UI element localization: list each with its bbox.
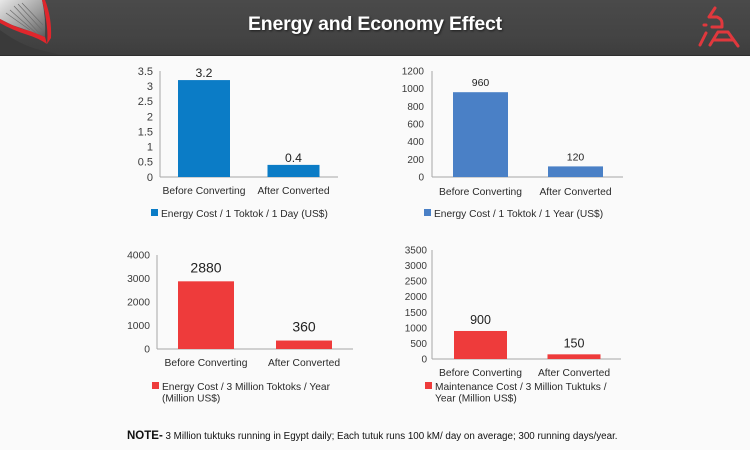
data-label: 150 — [564, 336, 585, 350]
y-tick-label: 1200 — [402, 67, 425, 78]
y-tick-label: 500 — [410, 339, 427, 350]
y-tick-label: 1500 — [405, 308, 428, 319]
bar-after-converted — [276, 340, 332, 349]
note-text: 3 Million tuktuks running in Egypt daily… — [162, 431, 618, 442]
data-label: 960 — [472, 77, 490, 89]
y-tick-label: 2000 — [405, 292, 428, 303]
bar-chart-4: 0 500 1000 1500 2000 2500 3000 3500 900 Before Co… — [405, 246, 621, 405]
y-tick-label: 200 — [407, 155, 424, 166]
footnote: NOTE- 3 Million tuktuks running in Egypt… — [127, 426, 618, 444]
legend-label: Energy Cost / 1 Toktok / 1 Year (US$) — [434, 209, 603, 220]
x-category-label: Before Converting — [163, 186, 246, 197]
bar-after-converted — [267, 164, 320, 177]
y-tick-label: 1 — [147, 142, 153, 154]
legend-label: Energy Cost / 1 Toktok / 1 Day (US$) — [161, 209, 328, 220]
legend-swatch — [151, 209, 158, 216]
y-tick-label: 3500 — [405, 246, 428, 257]
legend-swatch — [152, 382, 159, 389]
data-label: 120 — [567, 151, 585, 163]
bar-after-converted — [547, 354, 601, 359]
x-category-label: After Converted — [539, 187, 611, 198]
bar-chart-2: 0 200 400 600 800 1000 1200 960 Before Convertin… — [402, 67, 623, 220]
y-tick-label: 1000 — [402, 84, 425, 95]
y-tick-label: 3000 — [127, 274, 150, 285]
page-title: Energy and Economy Effect — [248, 13, 502, 35]
legend: Energy Cost / 3 Million Toktoks / Year(M… — [152, 382, 331, 405]
legend-label: Maintenance Cost / 3 Million Tuktuks / — [435, 382, 607, 393]
x-category-label: Before Converting — [439, 368, 522, 379]
y-tick-label: 0 — [144, 345, 150, 356]
y-tick-label: 3 — [147, 81, 153, 93]
spa-logo-icon — [698, 6, 740, 48]
x-category-label: Before Converting — [439, 187, 522, 198]
y-tick-label: 2000 — [127, 298, 150, 309]
legend: Maintenance Cost / 3 Million Tuktuks /Ye… — [425, 382, 607, 405]
bar-after-converted — [548, 166, 603, 177]
bar-chart-1: 0 0.5 1 1.5 2 2.5 3 3.5 3.2 Before Converting 0.4 A… — [138, 66, 338, 220]
data-label: 0.4 — [285, 151, 302, 165]
y-tick-label: 0.5 — [138, 157, 153, 169]
y-tick-label: 2500 — [405, 277, 428, 288]
y-tick-label: 1.5 — [138, 126, 153, 138]
legend-label: (Million US$) — [162, 394, 220, 405]
y-tick-label: 600 — [407, 120, 424, 131]
y-tick-label: 0 — [421, 355, 427, 366]
y-tick-label: 3.5 — [138, 66, 153, 78]
data-label: 2880 — [190, 259, 221, 275]
note-label: NOTE- — [127, 430, 163, 442]
legend: Energy Cost / 1 Toktok / 1 Day (US$) — [151, 209, 328, 220]
y-tick-label: 2 — [147, 111, 153, 123]
legend-label: Year (Million US$) — [435, 394, 517, 405]
y-tick-label: 4000 — [127, 251, 150, 262]
legend-swatch — [425, 382, 432, 389]
x-category-label: After Converted — [257, 186, 329, 197]
slide-header: Energy and Economy Effect — [0, 0, 750, 56]
skyscraper-ribbon-graphic-icon — [0, 0, 60, 55]
bar-before-converting — [178, 281, 234, 349]
bar-before-converting — [178, 80, 230, 177]
bar-chart-3: 0 1000 2000 3000 4000 2880 Before Converting 36… — [127, 251, 353, 405]
bar-before-converting — [453, 92, 508, 177]
y-tick-label: 2.5 — [138, 96, 153, 108]
data-label: 3.2 — [196, 66, 213, 80]
legend: Energy Cost / 1 Toktok / 1 Year (US$) — [424, 209, 603, 220]
data-label: 900 — [470, 313, 491, 327]
y-tick-label: 800 — [407, 102, 424, 113]
y-tick-label: 0 — [418, 173, 424, 184]
y-tick-label: 1000 — [405, 323, 428, 334]
x-category-label: Before Converting — [165, 358, 248, 369]
x-category-label: After Converted — [538, 368, 610, 379]
legend-swatch — [424, 209, 431, 216]
legend-label: Energy Cost / 3 Million Toktoks / Year — [162, 382, 331, 393]
data-label: 360 — [292, 319, 316, 335]
x-category-label: After Converted — [268, 358, 340, 369]
y-tick-label: 400 — [407, 137, 424, 148]
y-tick-label: 0 — [147, 172, 153, 184]
bar-before-converting — [454, 330, 507, 359]
y-tick-label: 3000 — [405, 261, 428, 272]
y-tick-label: 1000 — [127, 321, 150, 332]
